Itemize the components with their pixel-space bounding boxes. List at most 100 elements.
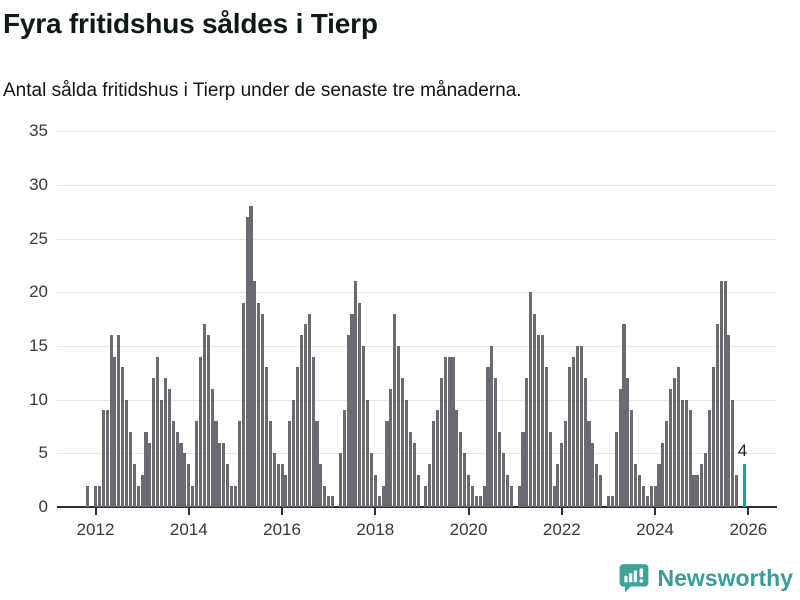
bar — [715, 324, 719, 507]
bar — [439, 378, 443, 507]
bar — [540, 335, 544, 507]
bar — [292, 399, 296, 507]
x-axis-year-label: 2018 — [356, 520, 395, 539]
bar — [536, 335, 541, 507]
x-axis-year-label: 2026 — [729, 520, 768, 539]
bar — [727, 335, 731, 507]
bar — [470, 485, 474, 507]
bar — [288, 421, 292, 507]
newsworthy-logo[interactable]: Newsworthy — [618, 562, 793, 594]
bar — [680, 399, 684, 507]
bar — [381, 485, 385, 507]
bar — [521, 431, 525, 507]
bar — [393, 313, 397, 507]
bar — [533, 313, 537, 507]
bar — [179, 442, 183, 507]
bar — [404, 399, 408, 507]
x-axis-line — [57, 506, 777, 508]
bar — [564, 421, 568, 507]
bar — [525, 378, 529, 507]
gridline — [57, 184, 777, 186]
bar — [268, 421, 272, 507]
bar — [101, 410, 105, 507]
bar — [373, 474, 377, 507]
bar — [599, 474, 603, 507]
bar — [93, 485, 98, 507]
x-axis-year-label: 2020 — [449, 520, 488, 539]
x-axis-tick — [654, 508, 657, 515]
bar — [634, 464, 638, 507]
bar — [474, 496, 478, 507]
bar — [226, 464, 230, 507]
bar — [498, 431, 502, 507]
bar — [731, 399, 735, 507]
bar — [735, 474, 739, 507]
bar — [183, 453, 187, 507]
bar — [97, 485, 101, 507]
bar — [163, 378, 167, 507]
bar — [136, 485, 140, 507]
bar — [253, 281, 257, 507]
bar — [299, 335, 304, 507]
bar — [354, 281, 358, 507]
gridline — [57, 292, 777, 294]
bar — [264, 367, 269, 507]
bar — [692, 474, 696, 507]
bar — [109, 335, 113, 507]
bar — [669, 388, 673, 507]
bar — [198, 356, 202, 507]
bar — [630, 410, 634, 507]
bar — [595, 464, 599, 507]
y-axis-tick-label: 25 — [29, 228, 48, 248]
bar — [346, 335, 350, 507]
bar — [618, 388, 622, 507]
bar — [156, 356, 160, 507]
bar — [331, 496, 335, 507]
bar — [400, 378, 405, 507]
bar — [276, 464, 280, 507]
bar — [638, 474, 642, 507]
bar — [249, 206, 253, 507]
bar — [218, 442, 222, 507]
bar — [369, 453, 373, 507]
bar — [548, 431, 552, 507]
bar — [626, 378, 630, 507]
bar — [505, 474, 509, 507]
x-axis-year-label: 2014 — [169, 520, 208, 539]
bar — [494, 378, 498, 507]
gridline — [57, 345, 777, 347]
bar — [319, 464, 323, 507]
bar — [684, 399, 688, 507]
bar — [424, 485, 428, 507]
x-axis-tick — [94, 508, 97, 515]
bar — [614, 431, 618, 507]
bar — [517, 485, 521, 507]
bar — [657, 464, 661, 507]
x-axis-tick — [467, 508, 470, 515]
bar — [191, 485, 195, 507]
bar — [575, 345, 579, 507]
bar — [579, 345, 583, 507]
gridline — [57, 238, 777, 240]
bar — [432, 421, 436, 507]
highlighted-bar — [742, 464, 747, 507]
x-axis-year-label: 2016 — [263, 520, 301, 539]
bar — [160, 399, 164, 507]
bar — [389, 388, 393, 507]
bar — [365, 399, 370, 507]
bar — [202, 324, 206, 507]
bar — [245, 217, 249, 507]
x-axis-tick — [187, 508, 190, 515]
y-axis-tick-label: 5 — [38, 443, 48, 463]
y-axis-tick-label: 10 — [29, 389, 48, 409]
x-axis-tick — [281, 508, 284, 515]
bar — [583, 378, 587, 507]
bar — [688, 410, 692, 507]
bar — [451, 356, 455, 507]
bar — [261, 313, 265, 507]
bar — [125, 399, 129, 507]
bar — [719, 281, 723, 507]
bar — [443, 356, 447, 507]
bar — [397, 345, 401, 507]
bar — [175, 431, 179, 507]
